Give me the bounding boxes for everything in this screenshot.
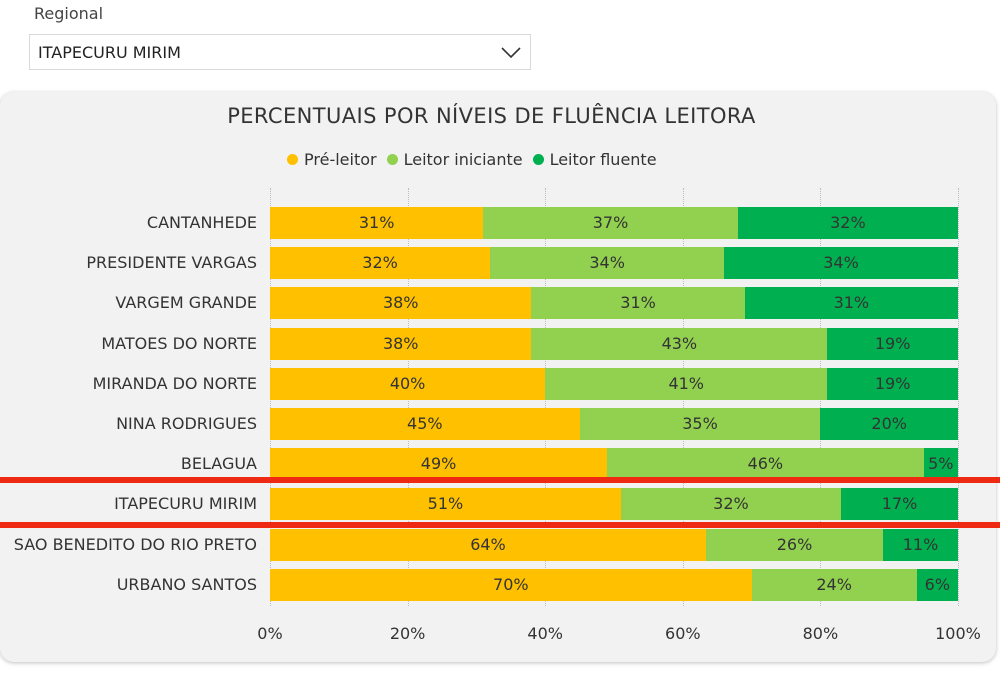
legend-item[interactable]: Leitor iniciante <box>386 149 523 169</box>
legend-label: Leitor fluente <box>549 149 657 169</box>
regional-dropdown-value: ITAPECURU MIRIM <box>38 43 181 62</box>
regional-filter-label: Regional <box>34 4 104 23</box>
bar-segment[interactable]: 35% <box>579 408 821 440</box>
category-label: PRESIDENTE VARGAS <box>86 253 257 273</box>
legend-label: Leitor iniciante <box>403 149 523 169</box>
bar-segment[interactable]: 19% <box>827 367 958 400</box>
gridline <box>958 188 959 606</box>
bar-segment[interactable]: 64% <box>270 528 706 561</box>
bar-segment[interactable]: 31% <box>270 207 484 239</box>
bar-segment[interactable]: 5% <box>923 448 958 481</box>
category-label: BELAGUA <box>180 454 257 474</box>
bar-segment[interactable]: 70% <box>270 568 752 601</box>
legend-dot-icon <box>386 153 398 165</box>
bar-segment[interactable]: 45% <box>270 408 580 440</box>
x-tick-label: 100% <box>935 624 981 643</box>
highlight-line-top <box>0 477 1000 483</box>
bar-segment[interactable]: 38% <box>270 327 532 360</box>
category-label: NINA RODRIGUES <box>116 414 257 433</box>
bar-segment[interactable]: 46% <box>607 448 924 481</box>
chart-title: PERCENTUAIS POR NÍVEIS DE FLUÊNCIA LEITO… <box>227 104 756 128</box>
legend-item[interactable]: Pré-leitor <box>287 150 377 169</box>
category-label: VARGEM GRANDE <box>115 293 257 313</box>
chart-legend: Pré-leitor Leitor iniciante Leitor fluente <box>287 148 667 170</box>
bar-segment[interactable]: 37% <box>483 207 738 239</box>
bar-segment[interactable]: 49% <box>270 448 608 481</box>
category-label: MIRANDA DO NORTE <box>92 373 257 393</box>
bar-segment[interactable]: 40% <box>270 367 546 400</box>
x-tick-label: 40% <box>527 624 563 643</box>
x-tick-label: 0% <box>257 624 283 643</box>
category-label: SAO BENEDITO DO RIO PRETO <box>13 534 257 554</box>
legend-item[interactable]: Leitor fluente <box>532 149 657 169</box>
bar-segment[interactable]: 26% <box>705 528 884 561</box>
bar-segment[interactable]: 31% <box>531 287 745 320</box>
bar-segment[interactable]: 32% <box>620 488 842 521</box>
bar-segment[interactable]: 41% <box>545 367 828 400</box>
bar-segment[interactable]: 32% <box>270 247 491 280</box>
legend-dot-icon <box>532 153 544 165</box>
bar-segment[interactable]: 51% <box>270 488 621 521</box>
bar-segment[interactable]: 31% <box>744 287 958 320</box>
bar-segment[interactable]: 38% <box>270 287 532 320</box>
bar-segment[interactable]: 34% <box>724 247 958 280</box>
bar-segment[interactable]: 20% <box>820 408 958 440</box>
bar-segment[interactable]: 32% <box>737 207 958 239</box>
x-tick-label: 20% <box>389 624 426 643</box>
regional-dropdown[interactable]: ITAPECURU MIRIM <box>29 34 531 70</box>
category-label: CANTANHEDE <box>146 213 257 232</box>
bar-segment[interactable]: 17% <box>841 488 958 521</box>
category-label: MATOES DO NORTE <box>101 333 257 353</box>
chevron-down-icon[interactable] <box>500 44 522 64</box>
x-tick-label: 60% <box>665 624 701 643</box>
bar-segment[interactable]: 19% <box>827 327 958 360</box>
highlight-line-bottom <box>0 522 1000 528</box>
bar-segment[interactable]: 34% <box>490 247 725 280</box>
category-label: ITAPECURU MIRIM <box>114 494 257 514</box>
bar-segment[interactable]: 11% <box>883 528 958 561</box>
legend-label: Pré-leitor <box>304 149 377 169</box>
legend-dot-icon <box>287 153 298 165</box>
bar-segment[interactable]: 6% <box>916 568 958 601</box>
category-label: URBANO SANTOS <box>116 574 257 594</box>
x-tick-label: 80% <box>802 624 839 643</box>
bar-segment[interactable]: 43% <box>531 327 828 360</box>
bar-segment[interactable]: 24% <box>751 568 917 601</box>
